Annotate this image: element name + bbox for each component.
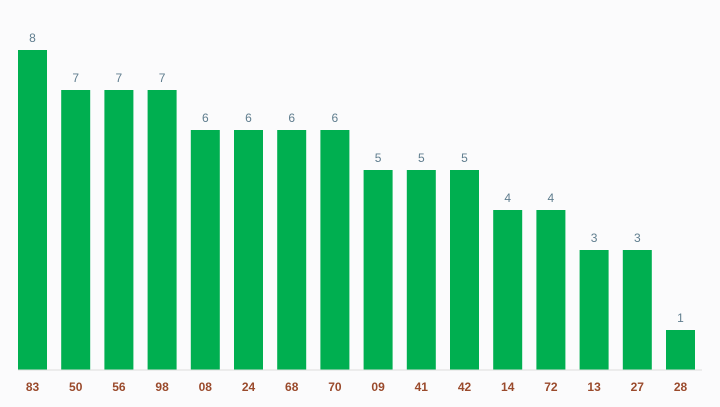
value-label-09: 5 (375, 151, 382, 165)
value-label-24: 6 (245, 111, 252, 125)
value-label-98: 7 (159, 71, 166, 85)
value-labels-group: 8 7 7 7 6 6 6 6 5 5 5 4 4 3 3 1 (29, 31, 684, 325)
bar-28 (666, 330, 695, 370)
category-label-68: 68 (285, 380, 299, 394)
value-label-72: 4 (548, 191, 555, 205)
bar-08 (190, 130, 220, 370)
category-label-42: 42 (458, 380, 472, 394)
value-label-42: 5 (461, 151, 468, 165)
value-label-70: 6 (332, 111, 339, 125)
bar-50 (61, 90, 91, 370)
category-label-08: 08 (199, 380, 213, 394)
bar-09 (363, 170, 393, 370)
bar-56 (104, 90, 134, 370)
value-label-08: 6 (202, 111, 209, 125)
bar-42 (450, 170, 479, 370)
bar-72 (536, 210, 566, 370)
category-label-50: 50 (69, 380, 83, 394)
value-label-68: 6 (288, 111, 295, 125)
category-labels-group: 83 50 56 98 08 24 68 70 09 41 42 14 72 13 27 28 (26, 380, 688, 394)
value-label-41: 5 (418, 151, 425, 165)
value-label-27: 3 (634, 231, 641, 245)
category-label-56: 56 (112, 380, 126, 394)
category-label-24: 24 (242, 380, 256, 394)
bar-27 (622, 250, 652, 370)
bar-70 (320, 130, 350, 370)
bar-83 (18, 50, 47, 370)
value-label-28: 1 (677, 311, 684, 325)
category-label-83: 83 (26, 380, 40, 394)
category-label-13: 13 (587, 380, 601, 394)
bar-68 (277, 130, 307, 370)
category-label-27: 27 (631, 380, 645, 394)
bars-group (18, 50, 695, 370)
value-label-56: 7 (116, 71, 123, 85)
category-label-09: 09 (371, 380, 385, 394)
category-label-28: 28 (674, 380, 688, 394)
category-label-41: 41 (415, 380, 429, 394)
value-label-13: 3 (591, 231, 598, 245)
value-label-83: 8 (29, 31, 36, 45)
bar-13 (579, 250, 609, 370)
category-label-98: 98 (155, 380, 169, 394)
value-label-14: 4 (504, 191, 511, 205)
bar-98 (147, 90, 177, 370)
bar-14 (493, 210, 523, 370)
category-label-70: 70 (328, 380, 342, 394)
bar-24 (234, 130, 263, 370)
value-label-50: 7 (72, 71, 79, 85)
category-label-14: 14 (501, 380, 515, 394)
category-label-72: 72 (544, 380, 558, 394)
bar-41 (406, 170, 436, 370)
